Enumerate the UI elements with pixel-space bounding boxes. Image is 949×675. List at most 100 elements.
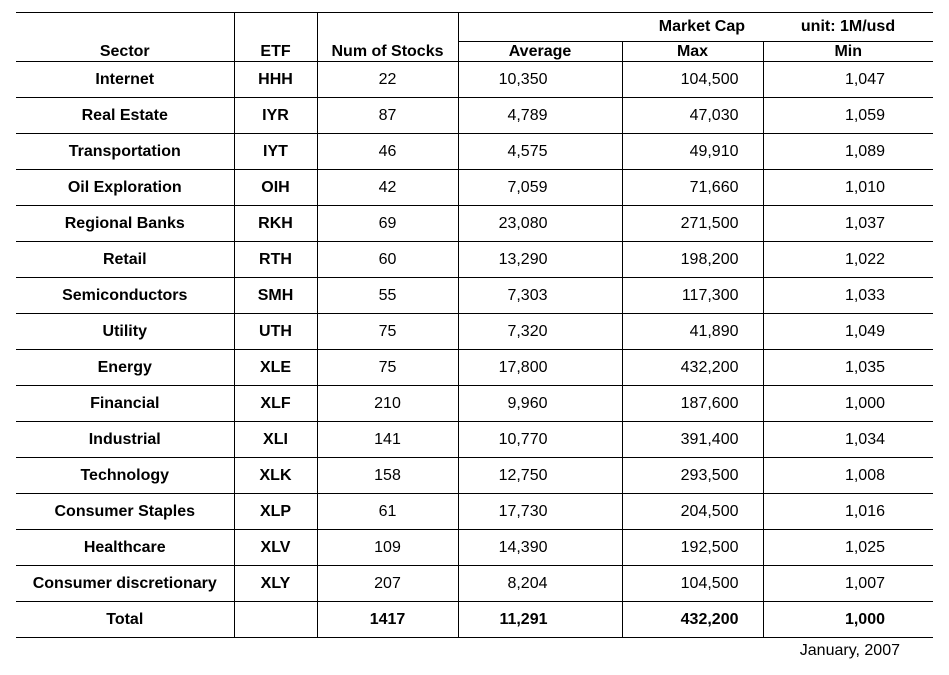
sector-cell: Oil Exploration: [16, 169, 234, 206]
sector-header: Sector: [16, 41, 234, 62]
date-footnote: January, 2007: [799, 642, 900, 659]
average-cell: 23,080: [457, 205, 622, 242]
table-row: Energy XLE 75 17,800 432,200 1,035: [16, 349, 933, 386]
num-stocks-cell: 22: [316, 61, 458, 98]
num-stocks-cell: 207: [316, 565, 458, 602]
etf-cell: HHH: [233, 61, 317, 98]
average-cell: 4,575: [457, 133, 622, 170]
etf-cell: XLV: [233, 529, 317, 566]
etf-cell: RTH: [233, 241, 317, 278]
etf-header: ETF: [233, 41, 317, 62]
min-cell: 1,049: [762, 313, 933, 350]
max-cell: 71,660: [621, 169, 763, 206]
etf-cell: XLK: [233, 457, 317, 494]
total-label: Total: [16, 601, 234, 638]
etf-cell: XLE: [233, 349, 317, 386]
table-row: Financial XLF 210 9,960 187,600 1,000: [16, 385, 933, 422]
table-row: Oil Exploration OIH 42 7,059 71,660 1,010: [16, 169, 933, 206]
num-stocks-cell: 210: [316, 385, 458, 422]
table-row: Healthcare XLV 109 14,390 192,500 1,025: [16, 529, 933, 566]
min-cell: 1,034: [762, 421, 933, 458]
etf-cell: SMH: [233, 277, 317, 314]
total-row: Total 1417 11,291 432,200 1,000: [16, 601, 933, 638]
max-cell: 47,030: [621, 97, 763, 134]
market-cap-table: Market Cap unit: 1M/usd Sector ETF Num o…: [16, 12, 933, 638]
table-row: Technology XLK 158 12,750 293,500 1,008: [16, 457, 933, 494]
max-cell: 271,500: [621, 205, 763, 242]
etf-cell: XLI: [233, 421, 317, 458]
num-stocks-cell: 69: [316, 205, 458, 242]
min-cell: 1,037: [762, 205, 933, 242]
average-cell: 17,730: [457, 493, 622, 530]
min-header: Min: [762, 41, 933, 62]
etf-cell: OIH: [233, 169, 317, 206]
num-stocks-cell: 60: [316, 241, 458, 278]
max-cell: 49,910: [621, 133, 763, 170]
max-cell: 117,300: [621, 277, 763, 314]
average-cell: 13,290: [457, 241, 622, 278]
max-cell: 391,400: [621, 421, 763, 458]
num-stocks-cell: 87: [316, 97, 458, 134]
sector-cell: Real Estate: [16, 97, 234, 134]
min-cell: 1,008: [762, 457, 933, 494]
min-cell: 1,007: [762, 565, 933, 602]
sector-cell: Retail: [16, 241, 234, 278]
max-cell: 293,500: [621, 457, 763, 494]
average-cell: 7,320: [457, 313, 622, 350]
etf-cell: UTH: [233, 313, 317, 350]
table-row: Transportation IYT 46 4,575 49,910 1,089: [16, 133, 933, 170]
average-cell: 8,204: [457, 565, 622, 602]
min-cell: 1,000: [762, 385, 933, 422]
etf-cell: XLF: [233, 385, 317, 422]
min-cell: 1,035: [762, 349, 933, 386]
sector-cell: Industrial: [16, 421, 234, 458]
max-cell: 432,200: [621, 349, 763, 386]
sector-cell: Regional Banks: [16, 205, 234, 242]
table-row: Real Estate IYR 87 4,789 47,030 1,059: [16, 97, 933, 134]
max-cell: 41,890: [621, 313, 763, 350]
total-max: 432,200: [621, 601, 763, 638]
max-cell: 192,500: [621, 529, 763, 566]
sector-cell: Technology: [16, 457, 234, 494]
max-cell: 104,500: [621, 61, 763, 98]
header-row: Sector ETF Num of Stocks Average Max Min: [16, 41, 933, 62]
sector-cell: Utility: [16, 313, 234, 350]
average-cell: 4,789: [457, 97, 622, 134]
max-header: Max: [621, 41, 763, 62]
unit-label: unit: 1M/usd: [763, 12, 933, 42]
etf-cell: IYT: [233, 133, 317, 170]
min-cell: 1,089: [762, 133, 933, 170]
min-cell: 1,047: [762, 61, 933, 98]
average-cell: 17,800: [457, 349, 622, 386]
table-row: Regional Banks RKH 69 23,080 271,500 1,037: [16, 205, 933, 242]
average-cell: 9,960: [457, 385, 622, 422]
etf-cell: XLY: [233, 565, 317, 602]
average-cell: 7,303: [457, 277, 622, 314]
table-row: Retail RTH 60 13,290 198,200 1,022: [16, 241, 933, 278]
min-cell: 1,010: [762, 169, 933, 206]
sector-cell: Consumer discretionary: [16, 565, 234, 602]
average-header: Average: [457, 41, 622, 62]
sector-cell: Healthcare: [16, 529, 234, 566]
etf-cell: IYR: [233, 97, 317, 134]
max-cell: 187,600: [621, 385, 763, 422]
num-stocks-header: Num of Stocks: [316, 41, 458, 62]
table-row: Semiconductors SMH 55 7,303 117,300 1,033: [16, 277, 933, 314]
market-cap-header: Market Cap: [622, 12, 763, 42]
min-cell: 1,033: [762, 277, 933, 314]
sector-cell: Financial: [16, 385, 234, 422]
etf-cell: XLP: [233, 493, 317, 530]
average-cell: 10,770: [457, 421, 622, 458]
num-stocks-cell: 158: [316, 457, 458, 494]
num-stocks-cell: 46: [316, 133, 458, 170]
sector-cell: Semiconductors: [16, 277, 234, 314]
table-row: Consumer Staples XLP 61 17,730 204,500 1,016: [16, 493, 933, 530]
average-cell: 10,350: [457, 61, 622, 98]
sector-cell: Transportation: [16, 133, 234, 170]
num-stocks-cell: 61: [316, 493, 458, 530]
max-cell: 198,200: [621, 241, 763, 278]
total-min: 1,000: [762, 601, 933, 638]
average-cell: 14,390: [457, 529, 622, 566]
header-row-top: Market Cap unit: 1M/usd: [16, 12, 933, 42]
table-row: Industrial XLI 141 10,770 391,400 1,034: [16, 421, 933, 458]
